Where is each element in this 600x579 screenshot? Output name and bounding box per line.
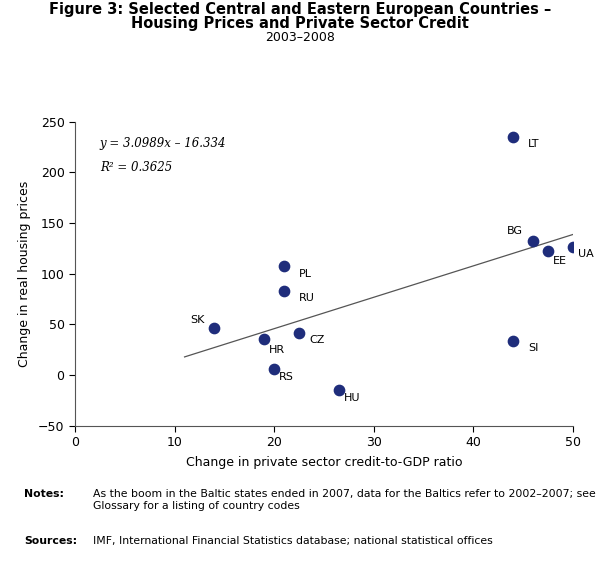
Point [529,236,538,245]
Text: Housing Prices and Private Sector Credit: Housing Prices and Private Sector Credit [131,16,469,31]
Point [334,386,344,395]
Text: CZ: CZ [309,335,325,346]
Text: IMF, International Financial Statistics database; national statistical offices: IMF, International Financial Statistics … [93,536,493,545]
X-axis label: Change in private sector credit-to-GDP ratio: Change in private sector credit-to-GDP r… [186,456,462,469]
Text: As the boom in the Baltic states ended in 2007, data for the Baltics refer to 20: As the boom in the Baltic states ended i… [93,489,596,511]
Text: 2003–2008: 2003–2008 [265,31,335,44]
Text: HR: HR [269,345,286,354]
Text: UA: UA [578,249,594,259]
Point [508,132,518,141]
Y-axis label: Change in real housing prices: Change in real housing prices [18,181,31,367]
Point [508,337,518,346]
Point [295,329,304,338]
Text: LT: LT [528,139,539,149]
Text: HU: HU [344,393,361,403]
Text: R² = 0.3625: R² = 0.3625 [100,161,172,174]
Point [280,262,289,271]
Text: PL: PL [299,269,312,278]
Point [269,364,279,373]
Text: y = 3.0989x – 16.334: y = 3.0989x – 16.334 [100,137,226,150]
Text: Figure 3: Selected Central and Eastern European Countries –: Figure 3: Selected Central and Eastern E… [49,2,551,17]
Point [568,243,578,252]
Point [280,286,289,295]
Point [259,335,269,344]
Text: EE: EE [553,256,567,266]
Text: RS: RS [279,372,294,382]
Point [209,324,219,333]
Text: BG: BG [507,226,523,236]
Text: Notes:: Notes: [24,489,64,499]
Text: RU: RU [299,293,315,303]
Point [544,247,553,256]
Text: SK: SK [190,315,205,325]
Text: Sources:: Sources: [24,536,77,545]
Text: SI: SI [528,343,539,354]
